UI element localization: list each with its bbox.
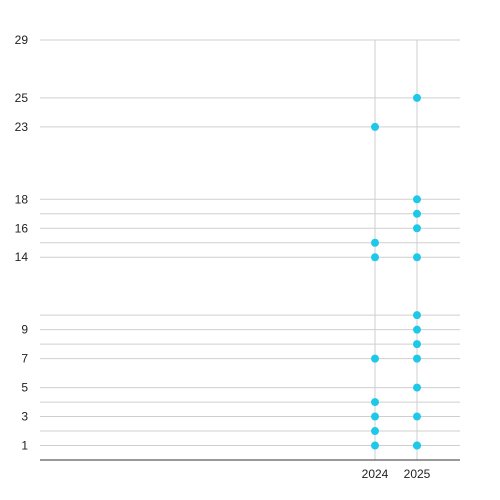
y-tick-label: 9 — [21, 323, 28, 337]
y-tick-label: 18 — [15, 192, 29, 206]
data-point — [413, 340, 421, 349]
data-point — [371, 354, 379, 363]
data-point — [413, 412, 421, 421]
data-point — [413, 195, 421, 204]
y-tick-label: 29 — [15, 33, 29, 47]
category-lines — [374, 40, 418, 460]
data-point — [371, 398, 379, 407]
data-point — [413, 253, 421, 262]
data-point — [413, 209, 421, 218]
gridlines — [40, 39, 460, 447]
data-point — [413, 383, 421, 392]
data-point — [413, 224, 421, 233]
x-tick-labels: 2024 2025 — [362, 467, 431, 481]
x-tick-label: 2025 — [404, 467, 431, 481]
y-tick-label: 14 — [15, 250, 29, 264]
data-point — [413, 93, 421, 102]
y-tick-label: 16 — [15, 221, 29, 235]
data-point — [413, 325, 421, 334]
data-point — [371, 412, 379, 421]
y-tick-label: 3 — [21, 410, 28, 424]
y-tick-label: 7 — [21, 352, 28, 366]
y-tick-label: 5 — [21, 381, 28, 395]
data-points — [371, 93, 421, 450]
y-tick-label: 25 — [15, 91, 29, 105]
data-point — [371, 427, 379, 436]
data-point — [371, 238, 379, 247]
data-point — [413, 441, 421, 450]
y-tick-label: 23 — [15, 120, 29, 134]
y-tick-labels: 1 3 5 7 9 14 16 18 23 25 29 — [15, 33, 29, 453]
data-point — [413, 311, 421, 320]
data-point — [413, 354, 421, 363]
x-tick-label: 2024 — [362, 467, 389, 481]
data-point — [371, 122, 379, 131]
y-tick-label: 1 — [21, 439, 28, 453]
data-point — [371, 253, 379, 262]
data-point — [371, 441, 379, 450]
